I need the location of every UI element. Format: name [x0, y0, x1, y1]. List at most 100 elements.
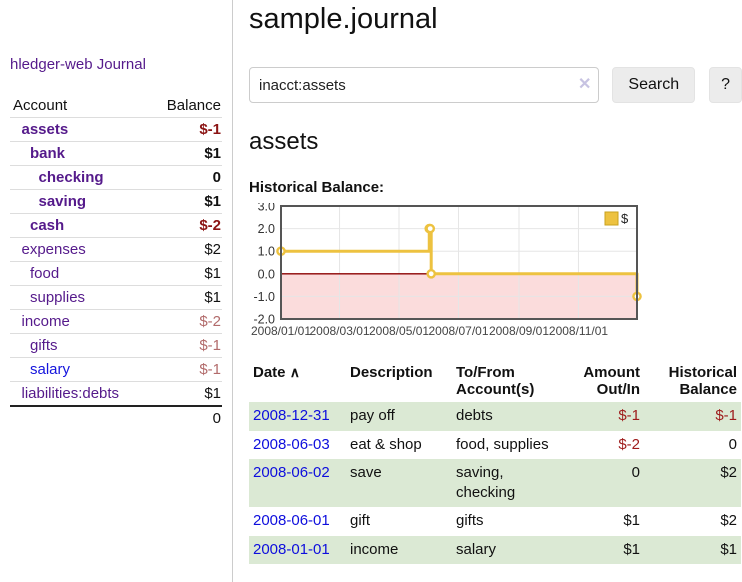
balance-cell: 0: [728, 435, 737, 453]
page-title: sample.journal: [249, 3, 438, 35]
account-name-cell: saving: [10, 189, 149, 214]
description-cell: gift: [350, 512, 371, 530]
account-row: liabilities:debts $1: [10, 381, 222, 406]
account-link-checking[interactable]: checking: [38, 169, 104, 186]
account-link-bank[interactable]: bank: [30, 145, 66, 162]
transaction-date-link[interactable]: 2008-06-02: [253, 463, 330, 481]
account-name-cell: supplies: [10, 285, 149, 310]
balance-cell: $1: [720, 540, 737, 558]
amount-cell: 0: [631, 463, 640, 481]
transaction-row: 2008-06-01 gift gifts $1 $2: [249, 507, 741, 535]
transaction-row: 2008-01-01 income salary $1 $1: [249, 535, 741, 564]
account-balance: $-2: [148, 309, 222, 334]
app-title-link[interactable]: hledger-web: [10, 56, 93, 73]
account-row: bank $1: [10, 141, 222, 166]
account-row: supplies $1: [10, 285, 222, 310]
balance-cell: $2: [720, 512, 737, 530]
accounts-cell: salary: [456, 540, 497, 558]
svg-text:0.0: 0.0: [258, 268, 275, 282]
account-link-saving[interactable]: saving: [38, 193, 87, 210]
sidebar: hledger-web Journal Account Balance asse…: [0, 0, 233, 582]
account-link-income[interactable]: income: [21, 313, 70, 330]
search-button[interactable]: Search: [612, 67, 696, 104]
svg-text:2008/11/01: 2008/11/01: [549, 324, 608, 338]
account-row: salary $-1: [10, 357, 222, 382]
amount-cell: $1: [623, 512, 640, 530]
accounts-cell: saving, checking: [456, 463, 516, 502]
accounts-table: Account Balance assets $-1 bank $1 checking 0…: [10, 94, 222, 430]
balance-cell: $2: [720, 463, 737, 481]
account-row: checking 0: [10, 165, 222, 190]
accounts-cell: food, supplies: [456, 435, 549, 453]
main-content: sample.journal ✕ Search ? assets Histori…: [234, 0, 742, 582]
transaction-date-link[interactable]: 2008-06-03: [253, 435, 330, 453]
transaction-date-link[interactable]: 2008-01-01: [253, 540, 330, 558]
account-row: income $-2: [10, 309, 222, 334]
svg-text:$: $: [621, 211, 629, 226]
transaction-date-link[interactable]: 2008-06-01: [253, 512, 330, 530]
search-form: ✕ Search ?: [249, 67, 742, 104]
account-link-gifts[interactable]: gifts: [30, 337, 58, 354]
svg-text:2008/01/01: 2008/01/01: [251, 324, 311, 338]
svg-text:2008/03/01: 2008/03/01: [309, 324, 369, 338]
svg-text:-1.0: -1.0: [253, 290, 275, 304]
register-header-row: Date ∧ Description To/From Account(s) Am…: [249, 362, 741, 402]
historical-balance-chart[interactable]: $3.0 2.0 1.0 0.0 -1.0 -2.0 2008/01/01 2008/03/0…: [249, 200, 742, 347]
chart-canvas[interactable]: $3.0 2.0 1.0 0.0 -1.0 -2.02008/01/012008/03/0…: [249, 200, 647, 343]
date-cell: 2008-12-31: [249, 402, 346, 430]
description-cell: pay off: [350, 407, 395, 425]
transaction-date-link[interactable]: 2008-12-31: [253, 407, 330, 425]
account-row: food $1: [10, 261, 222, 286]
account-row: assets $-1: [10, 117, 222, 142]
search-input[interactable]: [249, 67, 600, 104]
register-header-balance: Historical Balance: [668, 364, 737, 399]
account-name-cell: gifts: [10, 333, 149, 358]
svg-text:2008/05/01: 2008/05/01: [369, 324, 429, 338]
sidebar-item-journal[interactable]: Journal: [96, 56, 146, 73]
register-header-tofrom: To/From Account(s): [456, 364, 535, 399]
accounts-cell: gifts: [456, 512, 484, 530]
account-name-cell: income: [10, 309, 149, 334]
transaction-row: 2008-12-31 pay off debts $-1 $-1: [249, 402, 741, 431]
amount-cell: $-1: [618, 407, 640, 425]
amount-cell: $1: [623, 540, 640, 558]
account-link-liabilities-debts[interactable]: liabilities:debts: [21, 385, 120, 402]
account-link-food[interactable]: food: [30, 265, 60, 282]
account-balance: $1: [148, 141, 222, 166]
account-row: expenses $2: [10, 237, 222, 262]
account-link-cash[interactable]: cash: [30, 217, 65, 234]
account-row: gifts $-1: [10, 333, 222, 358]
help-button[interactable]: ?: [709, 67, 742, 104]
account-balance: $1: [148, 285, 222, 310]
accounts-total-spacer: [10, 405, 149, 430]
description-cell: eat & shop: [350, 435, 422, 453]
account-row: saving $1: [10, 189, 222, 214]
chart-title: Historical Balance:: [249, 179, 385, 197]
clear-search-icon[interactable]: ✕: [577, 76, 592, 94]
svg-text:2.0: 2.0: [258, 222, 275, 236]
date-cell: 2008-06-02: [249, 459, 346, 508]
search-box: ✕: [249, 67, 600, 104]
account-name-cell: food: [10, 261, 149, 286]
account-balance: $2: [148, 237, 222, 262]
account-link-salary[interactable]: salary: [30, 361, 71, 378]
account-link-supplies[interactable]: supplies: [30, 289, 86, 306]
svg-text:2008/07/01: 2008/07/01: [428, 324, 488, 338]
amount-cell: $-2: [618, 435, 640, 453]
account-balance: $1: [148, 189, 222, 214]
account-balance: $1: [148, 381, 222, 406]
svg-text:2008/09/01: 2008/09/01: [489, 324, 549, 338]
register-header-date[interactable]: Date ∧: [253, 364, 300, 382]
accounts-total-row: 0: [10, 405, 222, 430]
account-link-expenses[interactable]: expenses: [21, 241, 86, 258]
svg-text:-2.0: -2.0: [253, 313, 275, 327]
accounts-table-body: assets $-1 bank $1 checking 0 saving $1 cash $-2 e…: [10, 117, 222, 406]
accounts-header-balance: Balance: [166, 97, 221, 114]
register-table: Date ∧ Description To/From Account(s) Am…: [249, 362, 741, 564]
account-link-assets[interactable]: assets: [21, 121, 69, 138]
account-name-cell: assets: [10, 117, 149, 142]
accounts-total-value: 0: [148, 405, 222, 430]
account-balance: $-2: [148, 213, 222, 238]
account-balance: $-1: [148, 117, 222, 142]
account-row: cash $-2: [10, 213, 222, 238]
